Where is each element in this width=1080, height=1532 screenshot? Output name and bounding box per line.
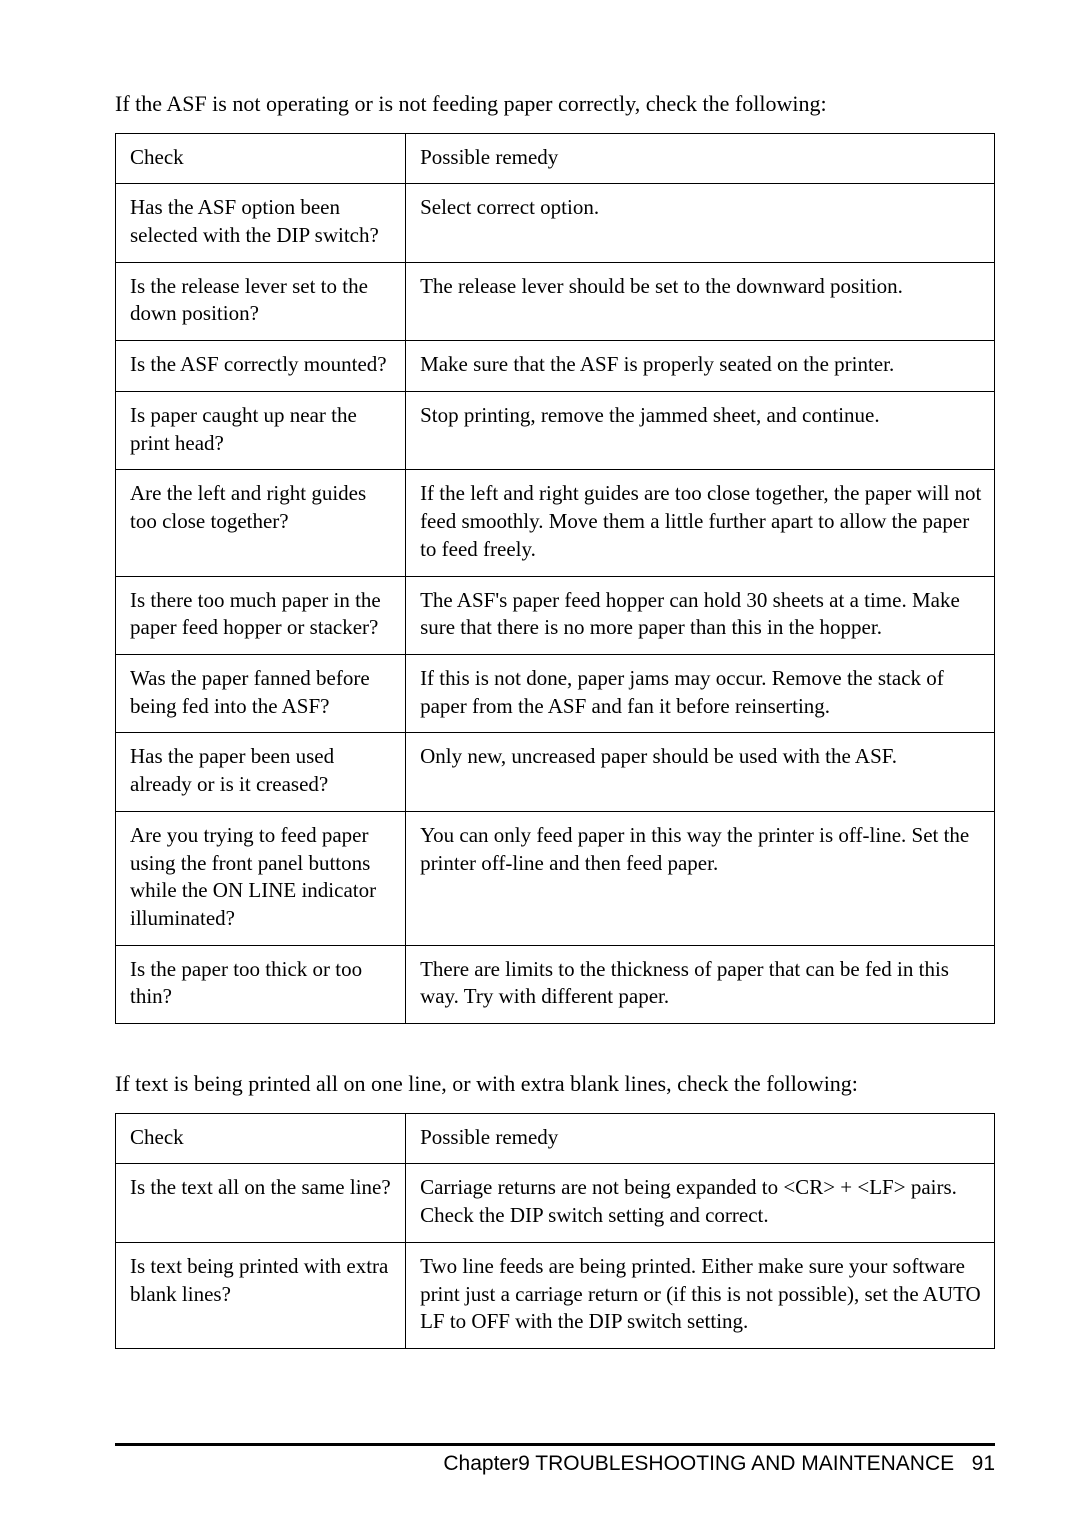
cell-check: Are you trying to feed paper using the f… [116,811,406,945]
footer-chapter: Chapter9 TROUBLESHOOTING AND MAINTENANCE [443,1452,954,1475]
page-footer: Chapter9 TROUBLESHOOTING AND MAINTENANCE… [115,1443,995,1476]
header-check: Check [116,1113,406,1164]
table-row: Is text being printed with extra blank l… [116,1242,995,1348]
cell-remedy: Make sure that the ASF is properly seate… [406,341,995,392]
table-row: Has the ASF option been selected with th… [116,184,995,262]
cell-check: Is the ASF correctly mounted? [116,341,406,392]
cell-remedy: Carriage returns are not being expanded … [406,1164,995,1242]
cell-check: Has the paper been used already or is it… [116,733,406,811]
cell-check: Is paper caught up near the print head? [116,391,406,469]
table-row: Has the paper been used already or is it… [116,733,995,811]
cell-check: Is there too much paper in the paper fee… [116,576,406,654]
table-header-row: Check Possible remedy [116,1113,995,1164]
footer-page-number: 91 [972,1452,995,1475]
intro-text-1: If the ASF is not operating or is not fe… [115,90,995,119]
cell-remedy: The release lever should be set to the d… [406,262,995,340]
cell-remedy: If the left and right guides are too clo… [406,470,995,576]
footer-rule [115,1443,995,1446]
cell-remedy: Select correct option. [406,184,995,262]
table-row: Is the paper too thick or too thin? Ther… [116,945,995,1023]
intro-text-2: If text is being printed all on one line… [115,1070,995,1099]
cell-check: Are the left and right guides too close … [116,470,406,576]
cell-check: Is the release lever set to the down pos… [116,262,406,340]
cell-check: Is the text all on the same line? [116,1164,406,1242]
cell-remedy: The ASF's paper feed hopper can hold 30 … [406,576,995,654]
header-remedy: Possible remedy [406,133,995,184]
header-check: Check [116,133,406,184]
cell-remedy: There are limits to the thickness of pap… [406,945,995,1023]
cell-remedy: You can only feed paper in this way the … [406,811,995,945]
table-row: Is the release lever set to the down pos… [116,262,995,340]
table-row: Are you trying to feed paper using the f… [116,811,995,945]
troubleshooting-table-asf: Check Possible remedy Has the ASF option… [115,133,995,1025]
header-remedy: Possible remedy [406,1113,995,1164]
cell-remedy: Only new, uncreased paper should be used… [406,733,995,811]
table-row: Is there too much paper in the paper fee… [116,576,995,654]
table-row: Is paper caught up near the print head? … [116,391,995,469]
table-row: Is the text all on the same line? Carria… [116,1164,995,1242]
table-row: Are the left and right guides too close … [116,470,995,576]
cell-remedy: Stop printing, remove the jammed sheet, … [406,391,995,469]
cell-check: Has the ASF option been selected with th… [116,184,406,262]
cell-remedy: If this is not done, paper jams may occu… [406,654,995,732]
table-row: Is the ASF correctly mounted? Make sure … [116,341,995,392]
table-header-row: Check Possible remedy [116,133,995,184]
cell-check: Was the paper fanned be­fore being fed i… [116,654,406,732]
table-row: Was the paper fanned be­fore being fed i… [116,654,995,732]
cell-remedy: Two line feeds are being printed. Either… [406,1242,995,1348]
cell-check: Is text being printed with extra blank l… [116,1242,406,1348]
cell-check: Is the paper too thick or too thin? [116,945,406,1023]
troubleshooting-table-text: Check Possible remedy Is the text all on… [115,1113,995,1349]
